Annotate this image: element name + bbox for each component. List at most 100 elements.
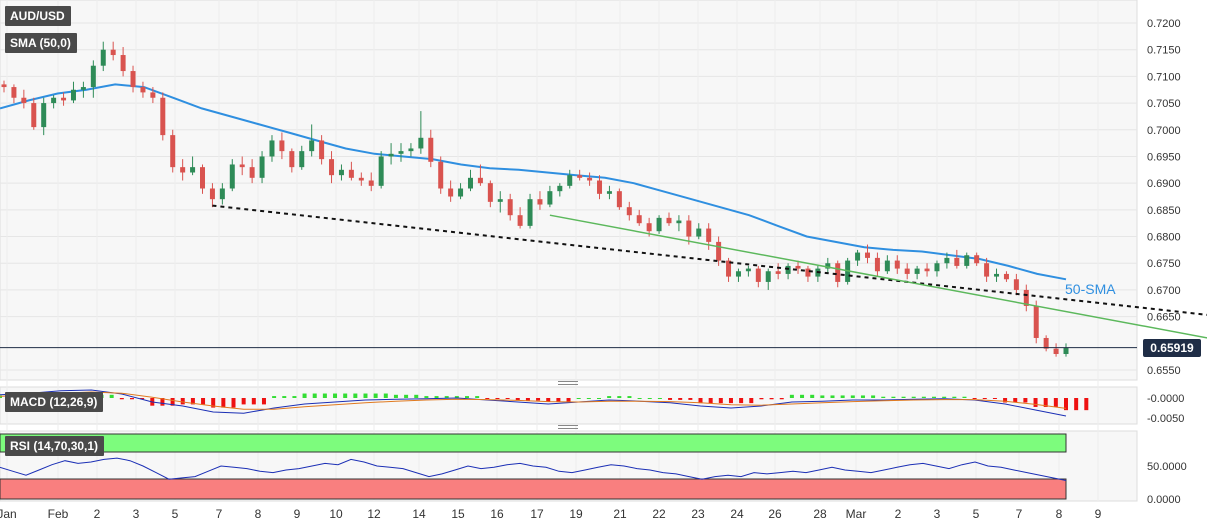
macd-histogram-bar	[952, 396, 957, 398]
candle-body	[279, 140, 285, 152]
candle-body	[299, 151, 305, 168]
candle-body	[487, 183, 493, 202]
macd-histogram-bar	[282, 396, 287, 398]
x-tick-label: 19	[569, 507, 583, 521]
macd-histogram-bar	[1023, 398, 1028, 403]
macd-histogram-bar	[627, 396, 632, 398]
macd-histogram-bar	[515, 398, 520, 401]
candle-body	[319, 140, 325, 160]
candle-body	[378, 156, 384, 186]
macd-histogram-bar	[1053, 398, 1058, 407]
candle-body	[974, 255, 980, 264]
candle-body	[1063, 347, 1069, 354]
candle-body	[368, 180, 374, 186]
candle-body	[636, 215, 642, 224]
candle-body	[438, 161, 444, 189]
candle-body	[160, 97, 166, 136]
candle-body	[805, 268, 811, 277]
macd-histogram-bar	[140, 398, 145, 400]
candle-body	[686, 220, 692, 237]
x-tick-label: 2	[895, 507, 902, 521]
x-tick-label: 5	[172, 507, 179, 521]
macd-histogram-bar	[129, 398, 134, 400]
candle-body	[527, 199, 533, 226]
x-tick-label: Feb	[48, 507, 69, 521]
candle-body	[676, 220, 682, 224]
candle-body	[51, 97, 57, 104]
rsi-tick-label: 0.0000	[1147, 494, 1181, 506]
macd-histogram-bar	[881, 396, 886, 398]
macd-tick-label: -0.0000	[1147, 393, 1184, 405]
macd-histogram-bar	[921, 396, 926, 398]
macd-histogram-bar	[454, 396, 459, 398]
candle-body	[646, 223, 652, 232]
macd-histogram-bar	[617, 396, 622, 398]
macd-line	[0, 389, 1067, 417]
macd-histogram-bar	[1074, 398, 1079, 411]
x-tick-label: 8	[1056, 507, 1063, 521]
x-tick-label: 23	[691, 507, 705, 521]
x-tick-label: 8	[255, 507, 262, 521]
rsi-overbought-zone	[0, 433, 1067, 453]
candle-body	[537, 199, 543, 205]
candle-body	[408, 148, 414, 152]
macd-histogram-bar	[556, 398, 561, 402]
x-tick-label: 9	[294, 507, 301, 521]
macd-histogram-bar	[1084, 398, 1089, 411]
x-tick-label: Mar	[846, 507, 867, 521]
macd-signal-line	[0, 391, 1067, 410]
price-tick-label: 0.7050	[1147, 98, 1181, 110]
x-tick-label: 16	[490, 507, 504, 521]
macd-histogram-bar	[830, 395, 835, 398]
candle-body	[547, 191, 553, 205]
x-tick-label: 24	[730, 507, 744, 521]
candle-body	[577, 175, 583, 178]
candle-body	[864, 252, 870, 258]
candle-body	[666, 217, 672, 224]
rsi-tick-label: 50.0000	[1147, 461, 1187, 473]
macd-histogram-bar	[231, 398, 236, 408]
macd-histogram-bar	[525, 398, 530, 401]
macd-histogram-bar	[221, 398, 226, 408]
candle-body	[1013, 279, 1019, 290]
candle-body	[944, 257, 950, 264]
candle-body	[557, 185, 563, 192]
macd-histogram-bar	[424, 396, 429, 398]
macd-histogram-bar	[536, 398, 541, 401]
macd-histogram-bar	[404, 394, 409, 398]
x-tick-label: 14	[412, 507, 426, 521]
candle-body	[835, 263, 841, 282]
candle-body	[200, 167, 206, 189]
macd-histogram-bar	[850, 395, 855, 398]
macd-histogram-bar	[1003, 398, 1008, 403]
macd-histogram-bar	[322, 393, 327, 398]
macd-histogram-bar	[1013, 398, 1018, 403]
macd-histogram-bar	[302, 393, 307, 398]
candle-body	[706, 228, 712, 242]
macd-histogram-bar	[261, 398, 266, 405]
macd-histogram-bar	[972, 398, 977, 399]
macd-histogram-bar	[739, 398, 744, 404]
candle-body	[626, 207, 632, 216]
pane-resize-handle[interactable]	[558, 424, 578, 431]
candle-body	[90, 65, 96, 88]
candle-body	[80, 87, 86, 90]
pane-resize-handle[interactable]	[558, 380, 578, 387]
candle-body	[309, 140, 315, 152]
price-tick-label: 0.6550	[1147, 365, 1181, 377]
macd-histogram-bar	[201, 398, 206, 405]
candle-body	[716, 241, 722, 261]
candle-body	[735, 271, 741, 277]
macd-histogram-bar	[789, 394, 794, 398]
candle-body	[269, 140, 275, 157]
macd-histogram-bar	[272, 396, 277, 398]
candle-body	[170, 135, 176, 168]
macd-histogram-bar	[312, 393, 317, 398]
candle-body	[795, 265, 801, 269]
macd-histogram-bar	[393, 394, 398, 398]
candle-body	[656, 217, 662, 232]
macd-histogram-bar	[688, 398, 693, 400]
macd-histogram-bar	[363, 393, 368, 398]
macd-histogram-bar	[495, 398, 500, 399]
